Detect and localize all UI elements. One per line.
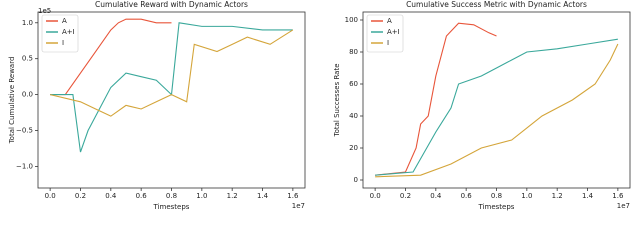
x-tick-label: 1.4	[257, 192, 269, 200]
x-tick-label: 0.8	[491, 192, 502, 200]
figure: Cumulative Reward with Dynamic Actors Tim…	[8, 0, 631, 211]
legend-label: I	[387, 39, 389, 47]
page: {"chart_data": [ {"type": "line", "title…	[8, 0, 631, 211]
legend-label: A+I	[62, 28, 75, 36]
x-tick-label: 0.8	[166, 192, 177, 200]
chart-title: Cumulative Success Metric with Dynamic A…	[406, 0, 587, 9]
series-line	[375, 22, 497, 176]
legend-label: A	[387, 17, 392, 25]
y-tick-label: 20	[349, 144, 358, 152]
series-line	[50, 18, 172, 96]
y-tick-label: 1.0	[22, 19, 33, 27]
x-tick-label: 1.0	[196, 192, 207, 200]
y-tick-label: −0.5	[16, 127, 33, 135]
x-offset-label: 1e7	[617, 202, 630, 210]
y-tick-label: 0	[354, 176, 358, 184]
x-axis-label: Timesteps	[153, 203, 190, 211]
x-tick-label: 1.4	[582, 192, 594, 200]
legend-label: I	[62, 39, 64, 47]
series-line	[50, 29, 294, 117]
y-axis-label: Total Successes Rate	[333, 64, 341, 138]
legend-label: A+I	[387, 28, 400, 36]
y-axis-label: Total Cumulative Reward	[8, 57, 16, 145]
x-tick-label: 1.2	[227, 192, 238, 200]
y-offset-label: 1e5	[38, 7, 51, 15]
y-tick-label: 100	[345, 16, 358, 24]
series-line	[50, 22, 293, 153]
series-line	[375, 43, 619, 178]
x-tick-label: 0.2	[75, 192, 86, 200]
x-tick-label: 1.0	[521, 192, 532, 200]
x-offset-label: 1e7	[292, 202, 305, 210]
y-tick-label: 40	[349, 112, 358, 120]
x-tick-label: 0.4	[105, 192, 117, 200]
x-tick-label: 0.0	[370, 192, 381, 200]
x-tick-label: 1.2	[552, 192, 563, 200]
chart-title: Cumulative Reward with Dynamic Actors	[95, 0, 248, 9]
y-tick-label: 60	[349, 80, 358, 88]
legend-label: A	[62, 17, 67, 25]
y-tick-label: 0.0	[22, 91, 33, 99]
x-tick-label: 0.2	[400, 192, 411, 200]
x-tick-label: 0.4	[430, 192, 442, 200]
x-tick-label: 0.0	[45, 192, 56, 200]
x-tick-label: 0.6	[136, 192, 148, 200]
y-tick-label: −1.0	[16, 162, 33, 170]
x-tick-label: 0.6	[461, 192, 473, 200]
x-axis-label: Timesteps	[478, 203, 515, 211]
y-tick-label: 80	[349, 48, 358, 56]
series-line	[375, 38, 618, 176]
x-tick-label: 1.6	[612, 192, 624, 200]
y-tick-label: 0.5	[22, 55, 33, 63]
x-tick-label: 1.6	[287, 192, 299, 200]
